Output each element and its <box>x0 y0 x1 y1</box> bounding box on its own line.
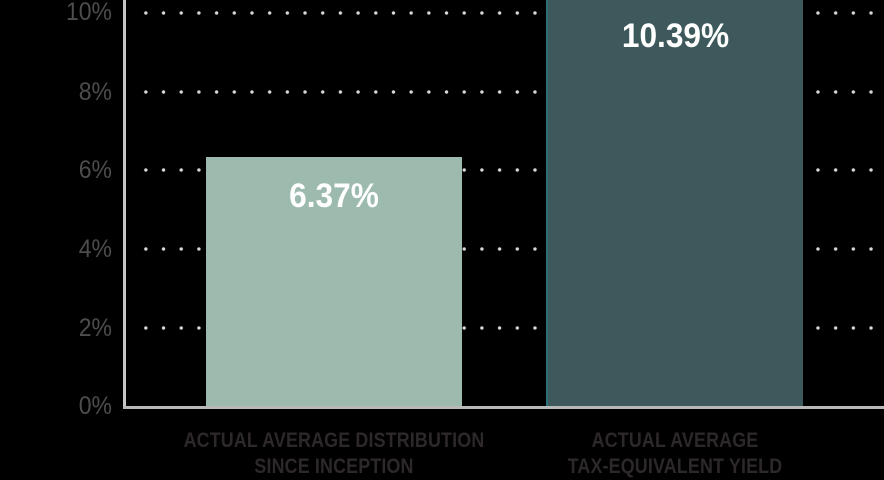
category-label-line1: ACTUAL AVERAGE DISTRIBUTION <box>183 429 485 452</box>
bar-value-label: 10.39% <box>621 17 730 55</box>
y-axis-line <box>123 0 126 409</box>
y-axis-tick-label-0: 0% <box>78 392 112 420</box>
gridline-8pct <box>137 90 884 94</box>
y-axis-tick-label-10: 10% <box>65 0 112 26</box>
y-axis-tick-label-4: 4% <box>78 235 112 263</box>
bar-actual-average-distribution: 6.37% <box>206 157 462 406</box>
gridline-4pct <box>137 247 884 251</box>
category-label-line2: TAX-EQUIVALENT YIELD <box>567 455 783 478</box>
y-axis-tick-label-2: 2% <box>78 314 112 342</box>
y-axis-tick-label-6: 6% <box>78 156 112 184</box>
gridline-10pct <box>137 11 884 15</box>
gridline-2pct <box>137 326 884 330</box>
bar-actual-average-tax-equivalent-yield: 10.39% <box>546 0 803 406</box>
category-label-line1: ACTUAL AVERAGE <box>591 429 759 452</box>
bar-value-label: 6.37% <box>289 177 379 215</box>
category-label-distribution: ACTUAL AVERAGE DISTRIBUTION SINCE INCEPT… <box>164 428 504 480</box>
y-axis-tick-label-8: 8% <box>78 78 112 106</box>
category-label-line2: SINCE INCEPTION <box>254 455 414 478</box>
category-label-tax-equivalent: ACTUAL AVERAGE TAX-EQUIVALENT YIELD <box>505 428 845 480</box>
x-axis-line <box>123 406 884 409</box>
gridline-6pct <box>137 168 884 172</box>
